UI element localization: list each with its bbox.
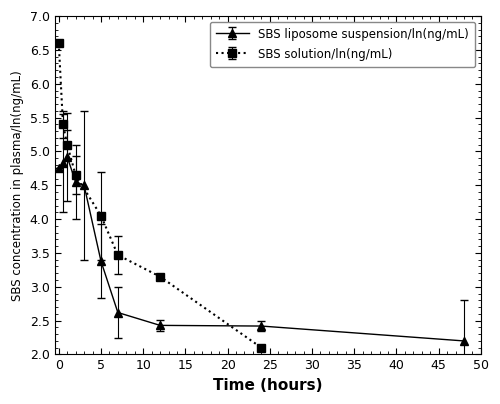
X-axis label: Time (hours): Time (hours): [213, 378, 322, 393]
Y-axis label: SBS concentration in plasma/ln(ng/mL): SBS concentration in plasma/ln(ng/mL): [11, 70, 24, 301]
Legend: SBS liposome suspension/ln(ng/mL), SBS solution/ln(ng/mL): SBS liposome suspension/ln(ng/mL), SBS s…: [210, 22, 475, 67]
